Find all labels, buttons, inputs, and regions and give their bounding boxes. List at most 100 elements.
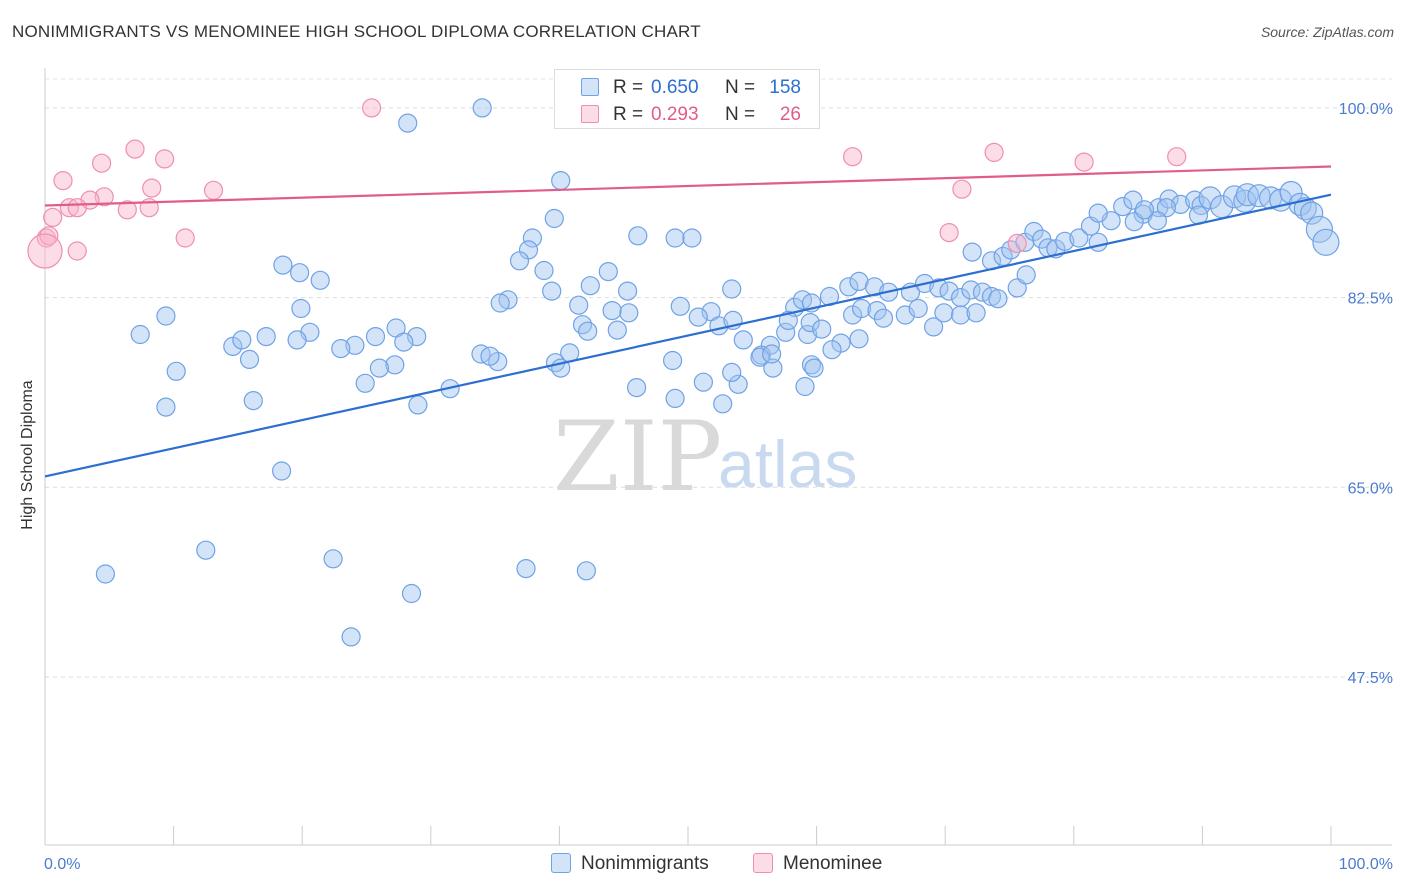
menominee-point	[91, 153, 112, 173]
nonimmigrants-point	[239, 349, 260, 369]
nonimmigrants-point	[1156, 198, 1177, 218]
menominee-point	[59, 198, 80, 218]
nonimmigrants-point	[626, 378, 647, 398]
nonimmigrants-point	[776, 322, 796, 342]
y-tick-label: 47.5%	[1348, 670, 1393, 687]
tick-labels: 100.0% 82.5% 65.0% 47.5% 0.0% 100.0%	[44, 101, 1393, 873]
menominee-point	[43, 207, 63, 227]
menominee-point	[39, 226, 59, 246]
nonimmigrants-point	[761, 344, 782, 364]
nonimmigrants-point	[713, 394, 733, 414]
nonimmigrants-point	[1198, 186, 1222, 210]
menominee-point	[1074, 152, 1094, 172]
menominee-point	[984, 142, 1004, 162]
nonimmigrants-point	[1024, 221, 1044, 242]
nonimmigrants-point	[490, 293, 510, 313]
nonimmigrants-point	[988, 289, 1008, 309]
nonimmigrants-point	[1300, 201, 1324, 225]
legend-label-menominee: Menominee	[783, 853, 883, 874]
nonimmigrants-point	[509, 251, 530, 271]
nonimmigrants-point	[849, 329, 869, 349]
nonimmigrants-point	[130, 324, 150, 345]
legend-swatch-nonimmigrants	[551, 853, 571, 873]
nonimmigrants-point	[851, 298, 872, 319]
nonimmigrants-point	[156, 306, 176, 326]
nonimmigrants-point	[1069, 228, 1089, 248]
nonimmigrants-point	[961, 280, 981, 300]
nonimmigrants-point	[291, 298, 311, 319]
menominee-point	[203, 180, 224, 200]
nonimmigrants-point	[516, 558, 536, 579]
nonimmigrants-point	[804, 358, 824, 378]
nonimmigrants-point	[607, 320, 627, 340]
nonimmigrants-point	[1147, 211, 1168, 231]
nonimmigrants-point	[534, 260, 554, 281]
x-tick-label: 100.0%	[1339, 856, 1393, 873]
series-menominee	[27, 98, 1187, 269]
nonimmigrants-point	[1113, 197, 1133, 217]
legend-n-label: N =	[725, 104, 756, 125]
nonimmigrants-point	[733, 330, 753, 350]
nonimmigrants-point	[95, 564, 116, 584]
nonimmigrants-point	[670, 296, 690, 316]
nonimmigrants-point	[966, 303, 986, 323]
nonimmigrants-point	[778, 310, 798, 330]
nonimmigrants-point	[156, 397, 176, 417]
nonimmigrants-point	[1016, 265, 1036, 285]
nonimmigrants-point	[408, 395, 428, 415]
nonimmigrants-point	[763, 358, 783, 378]
menominee-point	[362, 98, 382, 118]
legend-r-value: 0.650	[651, 77, 699, 98]
x-tick-label: 0.0%	[44, 856, 80, 873]
nonimmigrants-point	[617, 281, 638, 301]
nonimmigrants-point	[923, 317, 944, 337]
nonimmigrants-point	[522, 228, 543, 248]
menominee-point	[1007, 233, 1027, 253]
nonimmigrants-point	[602, 301, 622, 321]
legend-n-value: 26	[779, 104, 801, 125]
nonimmigrants-point	[873, 308, 894, 328]
nonimmigrants-point	[939, 281, 959, 301]
nonimmigrants-point	[1007, 278, 1027, 298]
nonimmigrants-point	[569, 295, 589, 315]
trend-lines	[44, 165, 1332, 478]
nonimmigrants-point	[801, 355, 822, 375]
legend-swatch-menominee	[753, 853, 773, 873]
nonimmigrants-point	[1055, 231, 1075, 251]
nonimmigrants-point	[365, 327, 386, 347]
legend-r-value: 0.293	[651, 104, 699, 125]
nonimmigrants-point	[665, 228, 685, 248]
gridlines	[45, 78, 1392, 678]
series-nonimmigrants	[95, 98, 1340, 647]
legend-label-nonimmigrants: Nonimmigrants	[581, 853, 709, 874]
menominee-point	[142, 178, 162, 198]
legend-r-label: R =	[613, 104, 644, 125]
axes	[44, 68, 1392, 846]
menominee-point	[67, 241, 87, 261]
nonimmigrants-point	[331, 339, 351, 359]
nonimmigrants-point	[273, 255, 293, 275]
nonimmigrants-point	[682, 228, 702, 248]
nonimmigrants-point	[542, 281, 562, 301]
nonimmigrants-point	[839, 277, 859, 297]
nonimmigrants-point	[196, 540, 216, 560]
nonimmigrants-point	[908, 298, 928, 319]
nonimmigrants-point	[256, 327, 276, 347]
nonimmigrants-point	[394, 332, 414, 352]
menominee-point	[67, 198, 87, 218]
nonimmigrants-point	[950, 305, 971, 325]
watermark-zip: ZIP	[553, 401, 722, 513]
data-points	[27, 98, 1340, 647]
chart-title: NONIMMIGRANTS VS MENOMINEE HIGH SCHOOL D…	[12, 22, 701, 41]
nonimmigrants-point	[472, 98, 492, 118]
nonimmigrants-point	[665, 388, 685, 408]
nonimmigrants-point	[369, 358, 389, 378]
y-tick-label: 65.0%	[1348, 480, 1393, 497]
nonimmigrants-point	[1088, 203, 1108, 223]
nonimmigrants-point	[598, 262, 618, 282]
nonimmigrants-point	[800, 313, 820, 333]
nonimmigrants-point	[797, 324, 818, 345]
nonimmigrants-point	[1170, 194, 1191, 214]
nonimmigrants-point	[290, 263, 310, 283]
